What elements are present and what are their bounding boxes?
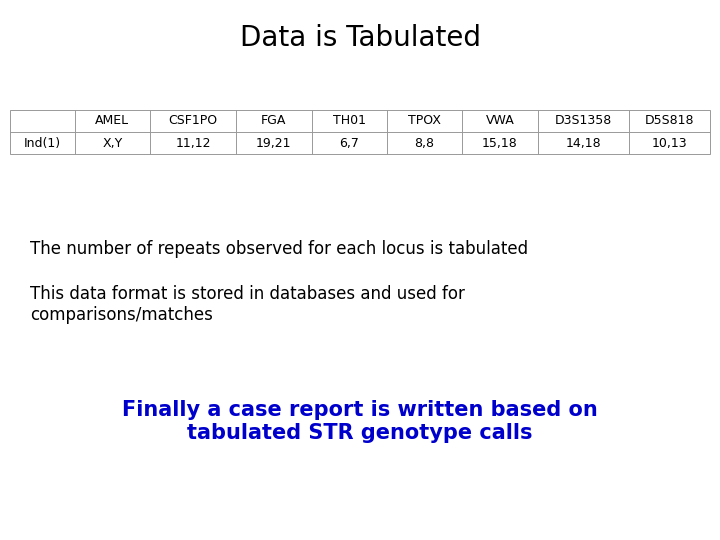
Text: 8,8: 8,8 [415, 137, 435, 150]
Text: D5S818: D5S818 [645, 114, 694, 127]
Text: FGA: FGA [261, 114, 287, 127]
Bar [10, 110, 710, 154]
Text: 15,18: 15,18 [482, 137, 518, 150]
Text: 14,18: 14,18 [566, 137, 601, 150]
Text: AMEL: AMEL [95, 114, 130, 127]
Text: CSF1PO: CSF1PO [168, 114, 217, 127]
Text: 6,7: 6,7 [339, 137, 359, 150]
Text: 11,12: 11,12 [176, 137, 211, 150]
Text: The number of repeats observed for each locus is tabulated: The number of repeats observed for each … [30, 240, 528, 258]
Text: 19,21: 19,21 [256, 137, 292, 150]
Text: X,Y: X,Y [102, 137, 122, 150]
Text: TH01: TH01 [333, 114, 366, 127]
Text: D3S1358: D3S1358 [555, 114, 612, 127]
Text: TPOX: TPOX [408, 114, 441, 127]
Text: Finally a case report is written based on
tabulated STR genotype calls: Finally a case report is written based o… [122, 400, 598, 443]
Text: This data format is stored in databases and used for
comparisons/matches: This data format is stored in databases … [30, 285, 465, 324]
Text: VWA: VWA [485, 114, 514, 127]
Text: 10,13: 10,13 [652, 137, 688, 150]
Text: Ind(1): Ind(1) [24, 137, 61, 150]
Text: Data is Tabulated: Data is Tabulated [240, 24, 480, 52]
